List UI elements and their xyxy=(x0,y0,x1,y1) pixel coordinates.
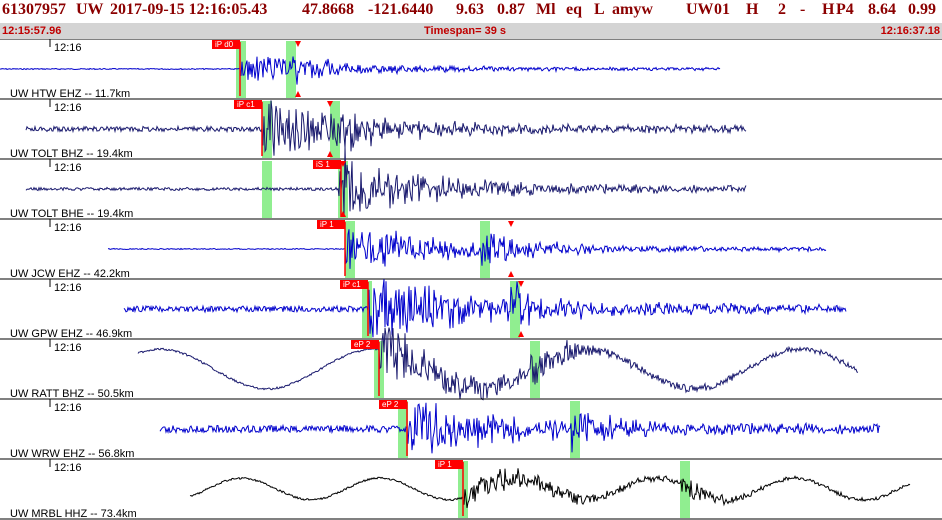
event-v2: 0.99 xyxy=(908,1,936,18)
pick-flag[interactable] xyxy=(340,280,368,289)
pick-label: eP 2 xyxy=(354,340,371,349)
timespan-end: 12:16:37.18 xyxy=(880,25,940,37)
s-marker-top-icon[interactable] xyxy=(508,221,514,227)
pick-window xyxy=(570,401,580,458)
pick-window xyxy=(680,461,690,518)
event-lon: -121.6440 xyxy=(368,1,434,18)
trace-row[interactable]: eP 2 12:16 UW WRW EHZ -- 56.8km xyxy=(0,398,942,460)
waveform xyxy=(25,100,747,156)
station-label: UW TOLT BHZ -- 19.4km xyxy=(10,148,133,160)
waveform xyxy=(123,279,847,338)
s-marker-bottom-icon[interactable] xyxy=(518,331,524,337)
station-label: UW MRBL HHZ -- 73.4km xyxy=(10,508,137,520)
event-net2: UW xyxy=(686,1,714,18)
pick-flag[interactable] xyxy=(435,460,463,469)
event-etype: eq xyxy=(566,1,582,18)
time-label: 12:16 xyxy=(54,462,82,474)
time-label: 12:16 xyxy=(54,162,82,174)
event-magnitude: 0.87 xyxy=(497,1,525,18)
waveform xyxy=(107,229,827,269)
pick-window xyxy=(398,401,408,458)
event-header: 61307957 UW 2017-09-15 12:16:05.43 47.86… xyxy=(0,0,942,39)
trace-row[interactable]: iS 1 12:16 UW TOLT BHE -- 19.4km xyxy=(0,145,942,220)
event-id: 61307957 xyxy=(2,1,66,18)
event-author: amyw xyxy=(612,1,653,18)
s-marker-top-icon[interactable] xyxy=(340,161,346,167)
waveform xyxy=(159,402,881,454)
pick-flag[interactable] xyxy=(379,400,407,409)
event-depth: 9.63 xyxy=(456,1,484,18)
pick-label: iP 1 xyxy=(438,460,452,469)
event-pcode: P4 xyxy=(836,1,854,18)
event-version: 01 xyxy=(714,1,730,18)
waveform xyxy=(137,327,859,401)
s-marker-top-icon[interactable] xyxy=(295,41,301,47)
time-label: 12:16 xyxy=(54,102,82,114)
waveform xyxy=(0,56,721,85)
pick-window xyxy=(480,221,490,278)
pick-label: iS 1 xyxy=(316,160,330,169)
pick-window xyxy=(262,161,272,218)
pick-label: iP 1 xyxy=(320,220,334,229)
pick-flag[interactable] xyxy=(317,220,345,229)
trace-row[interactable]: eP 2 12:16 UW RATT BHZ -- 50.5km xyxy=(0,327,942,401)
waveform xyxy=(25,145,747,217)
pick-label: iP c1 xyxy=(343,280,361,289)
time-label: 12:16 xyxy=(54,42,82,54)
trace-row[interactable]: iP c1 12:16 UW GPW EHZ -- 46.9km xyxy=(0,278,942,340)
s-marker-top-icon[interactable] xyxy=(327,101,333,107)
pick-label: iP d0 xyxy=(215,40,234,49)
station-label: UW GPW EHZ -- 46.9km xyxy=(10,328,132,340)
station-label: UW TOLT BHE -- 19.4km xyxy=(10,208,133,220)
event-v1: 8.64 xyxy=(868,1,896,18)
event-lat: 47.8668 xyxy=(302,1,354,18)
trace-row[interactable]: iP d0 12:16 UW HTW EHZ -- 11.7km xyxy=(0,39,942,100)
timespan-duration: Timespan= 39 s xyxy=(424,25,507,37)
event-stat: H xyxy=(822,1,835,18)
event-nph: 2 xyxy=(778,1,786,18)
s-marker-top-icon[interactable] xyxy=(518,281,524,287)
event-datetime: 2017-09-15 12:16:05.43 xyxy=(110,1,268,18)
station-label: UW WRW EHZ -- 56.8km xyxy=(10,448,134,460)
station-label: UW HTW EHZ -- 11.7km xyxy=(10,88,130,100)
pick-window xyxy=(530,341,540,398)
s-marker-bottom-icon[interactable] xyxy=(295,91,301,97)
event-mag-type: Ml xyxy=(536,1,556,18)
pick-label: eP 2 xyxy=(382,400,399,409)
trace-row[interactable]: iP c1 12:16 UW TOLT BHZ -- 19.4km xyxy=(0,98,942,160)
s-marker-bottom-icon[interactable] xyxy=(327,151,333,157)
pick-window xyxy=(362,281,372,338)
pick-flag[interactable] xyxy=(234,100,262,109)
event-summary-line: 61307957 UW 2017-09-15 12:16:05.43 47.86… xyxy=(0,1,942,23)
pick-flag[interactable] xyxy=(313,160,341,169)
pick-window xyxy=(510,281,520,338)
time-label: 12:16 xyxy=(54,342,82,354)
trace-row[interactable]: iP 1 12:16 UW MRBL HHZ -- 73.4km xyxy=(0,458,942,520)
pick-flag[interactable] xyxy=(212,40,240,49)
s-marker-bottom-icon[interactable] xyxy=(340,211,346,217)
timespan-bar: 12:15:57.96 Timespan= 39 s 12:16:37.18 xyxy=(0,23,942,39)
time-label: 12:16 xyxy=(54,402,82,414)
trace-row[interactable]: iP 1 12:16 UW JCW EHZ -- 42.2km xyxy=(0,218,942,280)
event-flag: L xyxy=(594,1,605,18)
time-label: 12:16 xyxy=(54,222,82,234)
waveform xyxy=(189,468,911,508)
event-network: UW xyxy=(76,1,104,18)
s-marker-bottom-icon[interactable] xyxy=(508,271,514,277)
pick-label: iP c1 xyxy=(237,100,255,109)
event-dash: - xyxy=(800,1,806,18)
pick-flag[interactable] xyxy=(351,340,379,349)
seismogram-panel[interactable]: iP d0 12:16 UW HTW EHZ -- 11.7km iP c1 12:16… xyxy=(0,39,942,520)
event-quality: H xyxy=(746,1,759,18)
timespan-start: 12:15:57.96 xyxy=(2,25,62,37)
station-label: UW JCW EHZ -- 42.2km xyxy=(10,268,130,280)
station-label: UW RATT BHZ -- 50.5km xyxy=(10,388,134,400)
time-label: 12:16 xyxy=(54,282,82,294)
